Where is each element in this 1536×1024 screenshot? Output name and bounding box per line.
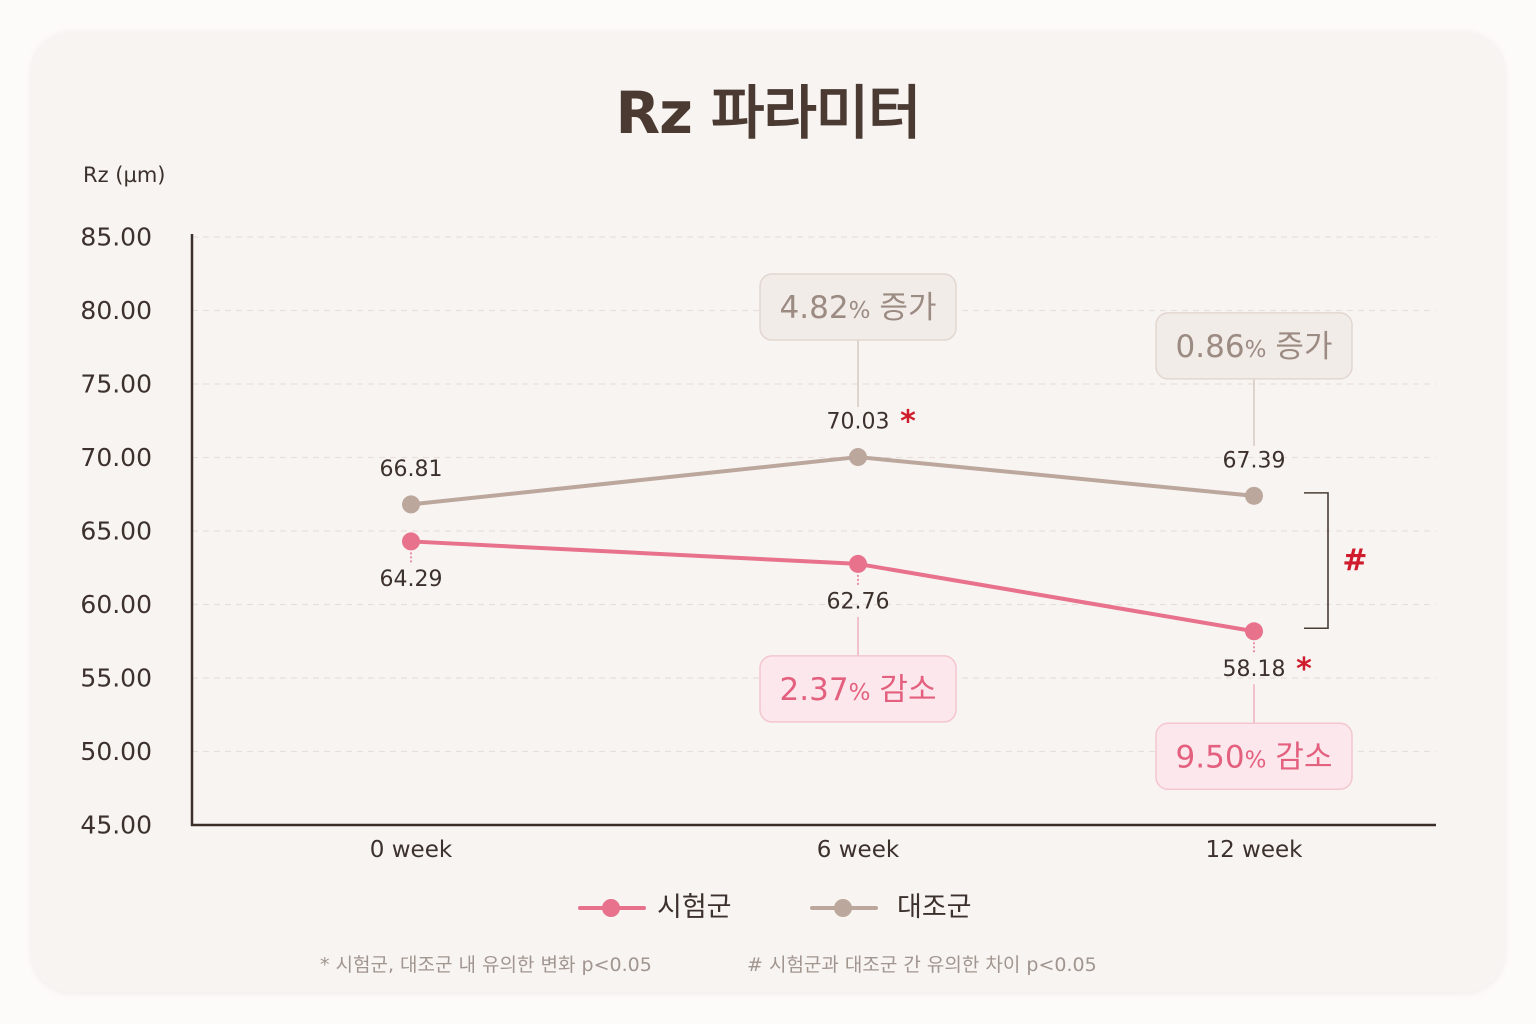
- y-tick-label: 65.00: [80, 517, 152, 546]
- footnote-between-groups: # 시험군과 대조군 간 유의한 차이 p<0.05: [747, 954, 1097, 976]
- y-tick-label: 70.00: [80, 443, 152, 472]
- callout-unit: %: [849, 680, 871, 706]
- x-tick-label: 0 week: [370, 837, 453, 863]
- callout-box: [759, 273, 957, 341]
- y-tick-label: 80.00: [80, 296, 152, 325]
- footnote-within-group: * 시험군, 대조군 내 유의한 변화 p<0.05: [320, 954, 652, 976]
- legend-swatch-dot: [602, 899, 620, 917]
- control-group-point: [849, 448, 867, 467]
- x-tick-label: 12 week: [1205, 837, 1303, 863]
- test-group-change-callout: 2.37% 감소: [759, 616, 957, 723]
- callout-value: 2.37: [780, 672, 849, 708]
- callout-direction: 감소: [1275, 739, 1332, 775]
- legend-swatch-test-group: [578, 899, 646, 917]
- group-difference-bracket: [1304, 492, 1329, 630]
- legend-swatch-dot: [834, 899, 852, 917]
- test-group-data-label: 64.29: [380, 567, 443, 592]
- callout-text: 2.37% 감소: [780, 672, 937, 708]
- legend-label-control-group: 대조군: [897, 892, 972, 923]
- callout-unit: %: [1245, 747, 1267, 773]
- callout-value: 4.82: [780, 290, 849, 326]
- callout-value: 0.86: [1176, 329, 1245, 365]
- legend-swatch-control-group: [810, 899, 878, 917]
- control-group-point: [402, 495, 420, 514]
- control-group-data-label: 66.81: [380, 457, 443, 482]
- callout-text: 0.86% 증가: [1176, 329, 1333, 365]
- y-tick-label: 60.00: [80, 590, 152, 619]
- group-difference-marker: #: [1342, 543, 1367, 578]
- test-group-line: [409, 539, 1256, 634]
- y-axis-title: Rz (µm): [83, 163, 166, 187]
- control-group-line: [409, 455, 1256, 507]
- test-group-change-callout: 9.50% 감소: [1155, 684, 1353, 791]
- y-tick-label: 75.00: [80, 370, 152, 399]
- y-tick-label: 55.00: [80, 664, 152, 693]
- control-group-series: 66.81 70.03 * 67.39: [380, 405, 1286, 514]
- y-tick-label: 50.00: [80, 737, 152, 766]
- significance-marker: *: [900, 405, 916, 440]
- control-group-change-callout: 4.82% 증가: [759, 273, 957, 408]
- callout-unit: %: [1245, 337, 1267, 363]
- callout-text: 9.50% 감소: [1176, 739, 1333, 775]
- callout-unit: %: [849, 298, 871, 324]
- control-group-data-label: 67.39: [1223, 448, 1286, 473]
- test-group-point: [849, 554, 867, 573]
- test-group-data-label: 58.18: [1223, 657, 1286, 682]
- significance-marker: *: [1296, 652, 1312, 687]
- control-group-change-callout: 0.86% 증가: [1155, 312, 1353, 446]
- x-tick-label: 6 week: [817, 837, 900, 863]
- callout-value: 9.50: [1176, 739, 1245, 775]
- callout-box: [759, 655, 957, 723]
- chart-title: Rz 파라미터: [615, 79, 921, 147]
- legend-label-test-group: 시험군: [657, 892, 732, 923]
- y-tick-label: 85.00: [80, 223, 152, 252]
- control-group-data-label: 70.03: [827, 410, 890, 435]
- test-group-series: 64.29 62.76 58.18 *: [380, 532, 1312, 687]
- y-tick-label: 45.00: [80, 811, 152, 840]
- callout-direction: 감소: [879, 672, 936, 708]
- test-group-data-label: 62.76: [827, 589, 890, 614]
- callout-text: 4.82% 증가: [780, 290, 937, 326]
- callout-box: [1155, 722, 1353, 791]
- callout-direction: 증가: [1275, 329, 1332, 365]
- callout-direction: 증가: [879, 290, 936, 326]
- control-group-point: [1245, 486, 1263, 505]
- test-group-point: [402, 532, 420, 551]
- x-axis-ticks: 0 week 6 week 12 week: [370, 837, 1303, 863]
- chart-card: [32, 32, 1504, 992]
- callout-box: [1155, 312, 1353, 380]
- y-axis-ticks: 85.00 80.00 75.00 70.00 65.00 60.00 55.00 50.00…: [80, 223, 152, 840]
- test-group-point: [1245, 622, 1263, 641]
